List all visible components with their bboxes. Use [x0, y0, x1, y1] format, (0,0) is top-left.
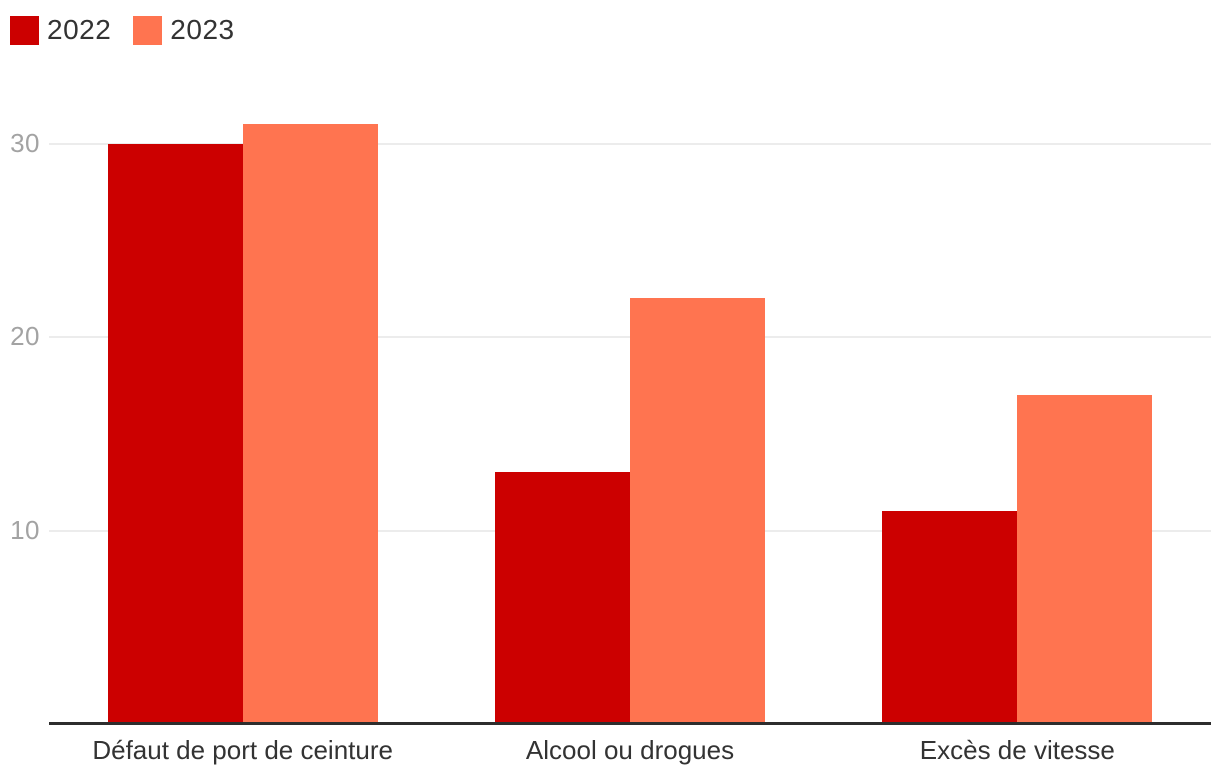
bar-2022-1 — [495, 472, 630, 724]
bar-2022-2 — [882, 511, 1018, 724]
legend-item-2022: 2022 — [10, 14, 111, 46]
legend-swatch-icon — [10, 15, 39, 45]
y-axis-tick-label: 10 — [10, 514, 40, 545]
x-axis-baseline — [49, 722, 1211, 725]
x-axis-category-label: Défaut de port de ceinture — [92, 735, 393, 765]
x-axis-category-label: Alcool ou drogues — [525, 735, 735, 765]
x-axis-category-label: Excès de vitesse — [919, 735, 1115, 765]
bar-2022-0 — [107, 143, 243, 724]
y-axis-tick-label: 30 — [10, 127, 40, 158]
chart-legend: 2022 2023 — [10, 14, 235, 46]
legend-label: 2023 — [170, 14, 235, 45]
bar-2023-1 — [630, 298, 765, 724]
legend-swatch-icon — [133, 15, 163, 45]
gridline-30 — [49, 142, 1211, 145]
legend-item-2023: 2023 — [133, 14, 234, 46]
bar-2023-0 — [242, 124, 378, 724]
bar-2023-2 — [1017, 395, 1153, 724]
y-axis-tick-label: 20 — [10, 321, 40, 351]
legend-label: 2022 — [47, 14, 112, 45]
